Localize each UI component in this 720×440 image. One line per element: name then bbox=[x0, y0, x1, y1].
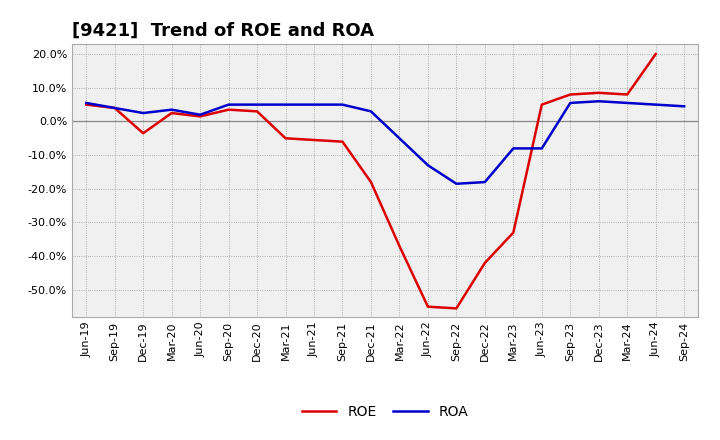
Line: ROA: ROA bbox=[86, 101, 684, 184]
ROA bbox=[110, 105, 119, 110]
ROE bbox=[253, 109, 261, 114]
ROE bbox=[452, 306, 461, 311]
ROA bbox=[680, 104, 688, 109]
ROA bbox=[652, 102, 660, 107]
ROA bbox=[196, 112, 204, 117]
ROA bbox=[452, 181, 461, 187]
ROA bbox=[423, 163, 432, 168]
Line: ROE: ROE bbox=[86, 54, 656, 308]
ROA bbox=[366, 109, 375, 114]
ROA bbox=[139, 110, 148, 116]
ROE bbox=[480, 260, 489, 266]
ROA bbox=[509, 146, 518, 151]
ROE bbox=[282, 136, 290, 141]
ROE bbox=[652, 51, 660, 57]
ROE bbox=[82, 102, 91, 107]
ROE bbox=[310, 137, 318, 143]
ROE bbox=[623, 92, 631, 97]
ROA bbox=[595, 99, 603, 104]
ROA bbox=[480, 180, 489, 185]
ROE bbox=[537, 102, 546, 107]
ROE bbox=[196, 114, 204, 119]
ROE bbox=[110, 105, 119, 110]
ROE bbox=[509, 230, 518, 235]
Legend: ROE, ROA: ROE, ROA bbox=[296, 400, 474, 425]
ROE bbox=[595, 90, 603, 95]
Text: [9421]  Trend of ROE and ROA: [9421] Trend of ROE and ROA bbox=[72, 22, 374, 40]
ROA bbox=[395, 136, 404, 141]
ROA bbox=[537, 146, 546, 151]
ROA bbox=[253, 102, 261, 107]
ROA bbox=[82, 100, 91, 106]
ROA bbox=[167, 107, 176, 112]
ROE bbox=[139, 131, 148, 136]
ROA bbox=[566, 100, 575, 106]
ROA bbox=[338, 102, 347, 107]
ROA bbox=[623, 100, 631, 106]
ROE bbox=[395, 243, 404, 249]
ROA bbox=[225, 102, 233, 107]
ROE bbox=[566, 92, 575, 97]
ROE bbox=[366, 180, 375, 185]
ROE bbox=[167, 110, 176, 116]
ROA bbox=[310, 102, 318, 107]
ROE bbox=[225, 107, 233, 112]
ROA bbox=[282, 102, 290, 107]
ROE bbox=[423, 304, 432, 309]
ROE bbox=[338, 139, 347, 144]
